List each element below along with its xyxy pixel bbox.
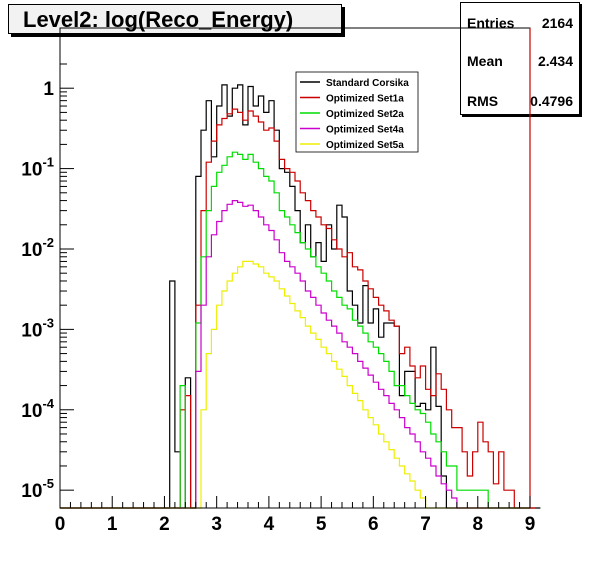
stats-entries-value: 2164 bbox=[541, 15, 573, 31]
series-set5a-line bbox=[60, 260, 530, 509]
y-tick-label: 10-4 bbox=[21, 396, 54, 422]
y-tick-label: 10-1 bbox=[21, 155, 54, 181]
stats-box: Entries 2164 Mean 2.434 RMS 0.4796 bbox=[460, 2, 580, 115]
y-tick-label: 10-5 bbox=[21, 476, 54, 502]
legend-label: Optimized Set5a bbox=[326, 140, 404, 151]
stats-rms-label: RMS bbox=[467, 93, 499, 109]
series-set4a-line bbox=[60, 200, 530, 509]
y-tick-label: 10-3 bbox=[21, 315, 54, 341]
series-set2a-line bbox=[60, 151, 530, 509]
legend-label: Optimized Set1a bbox=[326, 94, 404, 105]
x-tick-label: 4 bbox=[264, 514, 275, 535]
x-tick-label: 6 bbox=[368, 514, 379, 535]
axes-layer: 0 1 2 3 4 5 6 7 8 9 1 10-1 10-2 10-3 10-4 10-5 bbox=[21, 27, 536, 535]
x-tick-label: 9 bbox=[525, 514, 536, 535]
legend-label: Standard Corsika bbox=[326, 78, 409, 89]
stats-mean-value: 2.434 bbox=[537, 53, 573, 69]
legend-label: Optimized Set2a bbox=[326, 109, 404, 120]
x-tick-label: 3 bbox=[211, 514, 222, 535]
y-tick-label: 10-2 bbox=[21, 235, 54, 261]
x-tick-label: 2 bbox=[159, 514, 170, 535]
stats-mean-label: Mean bbox=[467, 53, 503, 69]
x-tick-label: 5 bbox=[316, 514, 327, 535]
legend: Standard Corsika Optimized Set1a Optimized… bbox=[295, 71, 419, 153]
x-tick-label: 0 bbox=[55, 514, 66, 535]
series-set1a-line bbox=[60, 108, 536, 509]
x-tick-label: 1 bbox=[107, 514, 118, 535]
legend-label: Optimized Set4a bbox=[326, 125, 404, 136]
stats-rms-value: 0.4796 bbox=[530, 93, 573, 109]
stats-entries-label: Entries bbox=[467, 15, 515, 31]
x-tick-label: 8 bbox=[472, 514, 483, 535]
y-tick-label: 1 bbox=[43, 79, 54, 100]
legend-box bbox=[295, 71, 419, 153]
x-tick-label: 7 bbox=[420, 514, 431, 535]
